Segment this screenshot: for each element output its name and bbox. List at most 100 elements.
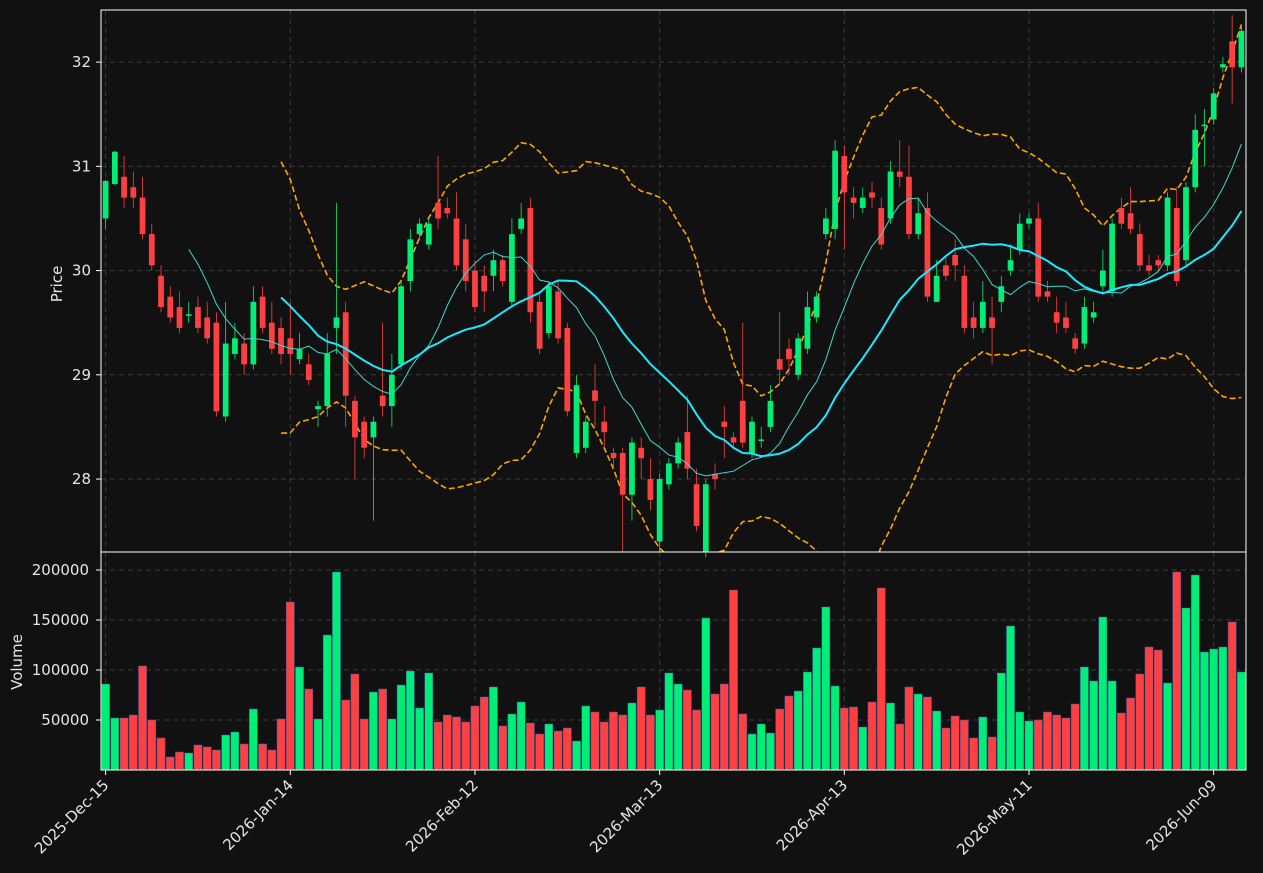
candle-body (813, 296, 820, 318)
candle-body (1026, 218, 1032, 224)
long-moving-average-line (280, 210, 1243, 458)
volume-bar (1043, 711, 1052, 771)
volume-bars (101, 571, 1246, 771)
candle-body (167, 296, 174, 318)
volume-bar (461, 721, 471, 771)
candle-body (545, 286, 552, 334)
volume-bar (175, 751, 184, 771)
candle-body (758, 439, 765, 441)
short-moving-average-line (188, 143, 1242, 477)
volume-bar (535, 733, 544, 771)
candle-body (130, 187, 137, 198)
price-axis-title: Price (48, 266, 66, 303)
candle-body (342, 312, 349, 396)
candle-body (527, 208, 534, 313)
candle-body (850, 197, 857, 203)
volume-bar (646, 714, 655, 771)
upper-band-line (280, 24, 1243, 397)
candle-body (638, 447, 645, 459)
volume-bar (692, 709, 701, 771)
volume-bar (442, 714, 452, 771)
volume-bar (775, 708, 785, 771)
volume-bar (110, 717, 120, 771)
candle-body (416, 223, 423, 235)
volume-bar (756, 723, 766, 771)
candle-body (462, 239, 469, 281)
candle-body (435, 202, 441, 219)
volume-bar (710, 693, 720, 771)
candle-body (684, 432, 691, 469)
candle-body (1201, 124, 1208, 127)
volume-bar (1098, 616, 1108, 771)
volume-bar (636, 686, 646, 771)
volume-bar (1200, 651, 1209, 771)
volume-bar (1181, 607, 1191, 771)
volume-bar (923, 696, 932, 771)
bollinger-bands (280, 24, 1243, 552)
volume-bar (932, 710, 941, 771)
volume-bar (1117, 712, 1126, 771)
volume-bar (830, 685, 840, 771)
candle-body (1220, 64, 1226, 68)
volume-bar (1172, 571, 1182, 771)
volume-bar (1070, 703, 1080, 771)
candle-body (582, 421, 589, 448)
volume-bar (840, 707, 849, 771)
candle-body (924, 208, 931, 297)
candle-body (573, 385, 580, 453)
volume-bar (1052, 714, 1062, 771)
price-tick-label: 32 (72, 53, 91, 71)
candle-body (185, 314, 192, 316)
candle-body (592, 390, 598, 401)
volume-bar (876, 587, 886, 771)
candle-body (878, 208, 885, 245)
volume-bar (258, 743, 267, 771)
candle-body (675, 442, 681, 464)
candle-body (1173, 208, 1180, 281)
volume-bar (1153, 649, 1163, 771)
candle-body (232, 338, 238, 354)
volume-bar (1107, 680, 1117, 771)
candle-body (906, 176, 912, 235)
volume-bar (526, 722, 535, 771)
volume-bar (895, 723, 905, 771)
volume-bar (387, 718, 397, 771)
candle-body (767, 400, 774, 427)
volume-bar (378, 688, 387, 771)
volume-bar (1209, 648, 1218, 771)
candle-body (481, 275, 488, 292)
volume-bar (655, 709, 664, 771)
candle-body (259, 296, 266, 328)
volume-bar (285, 601, 295, 771)
volume-bar (978, 716, 988, 771)
candle-body (176, 307, 183, 328)
candle-body (1100, 270, 1106, 287)
volume-bar (1015, 711, 1025, 771)
candle-body (1109, 223, 1115, 292)
candle-body (786, 348, 792, 360)
volume-bar (858, 726, 868, 771)
candle-body (1007, 260, 1014, 271)
volume-bar (913, 693, 923, 771)
candle-body (1210, 93, 1217, 120)
volume-bar (221, 734, 230, 771)
volume-bar (1089, 680, 1098, 771)
volume-bar (609, 711, 618, 771)
candle-body (822, 218, 829, 235)
candle-body (1118, 208, 1125, 224)
volume-axis-title: Volume (8, 634, 26, 690)
volume-bar (987, 736, 997, 771)
candle-body (1063, 317, 1069, 328)
volume-bar (507, 713, 517, 771)
candle-body (841, 155, 848, 193)
volume-bar (581, 705, 591, 771)
volume-bar (1080, 666, 1089, 771)
volume-bar (747, 733, 757, 771)
volume-bar (119, 717, 129, 771)
candles (102, 15, 1245, 558)
volume-bar (1033, 719, 1043, 771)
volume-bar (1006, 625, 1015, 771)
volume-bar (165, 756, 175, 771)
volume-bar (664, 672, 674, 771)
